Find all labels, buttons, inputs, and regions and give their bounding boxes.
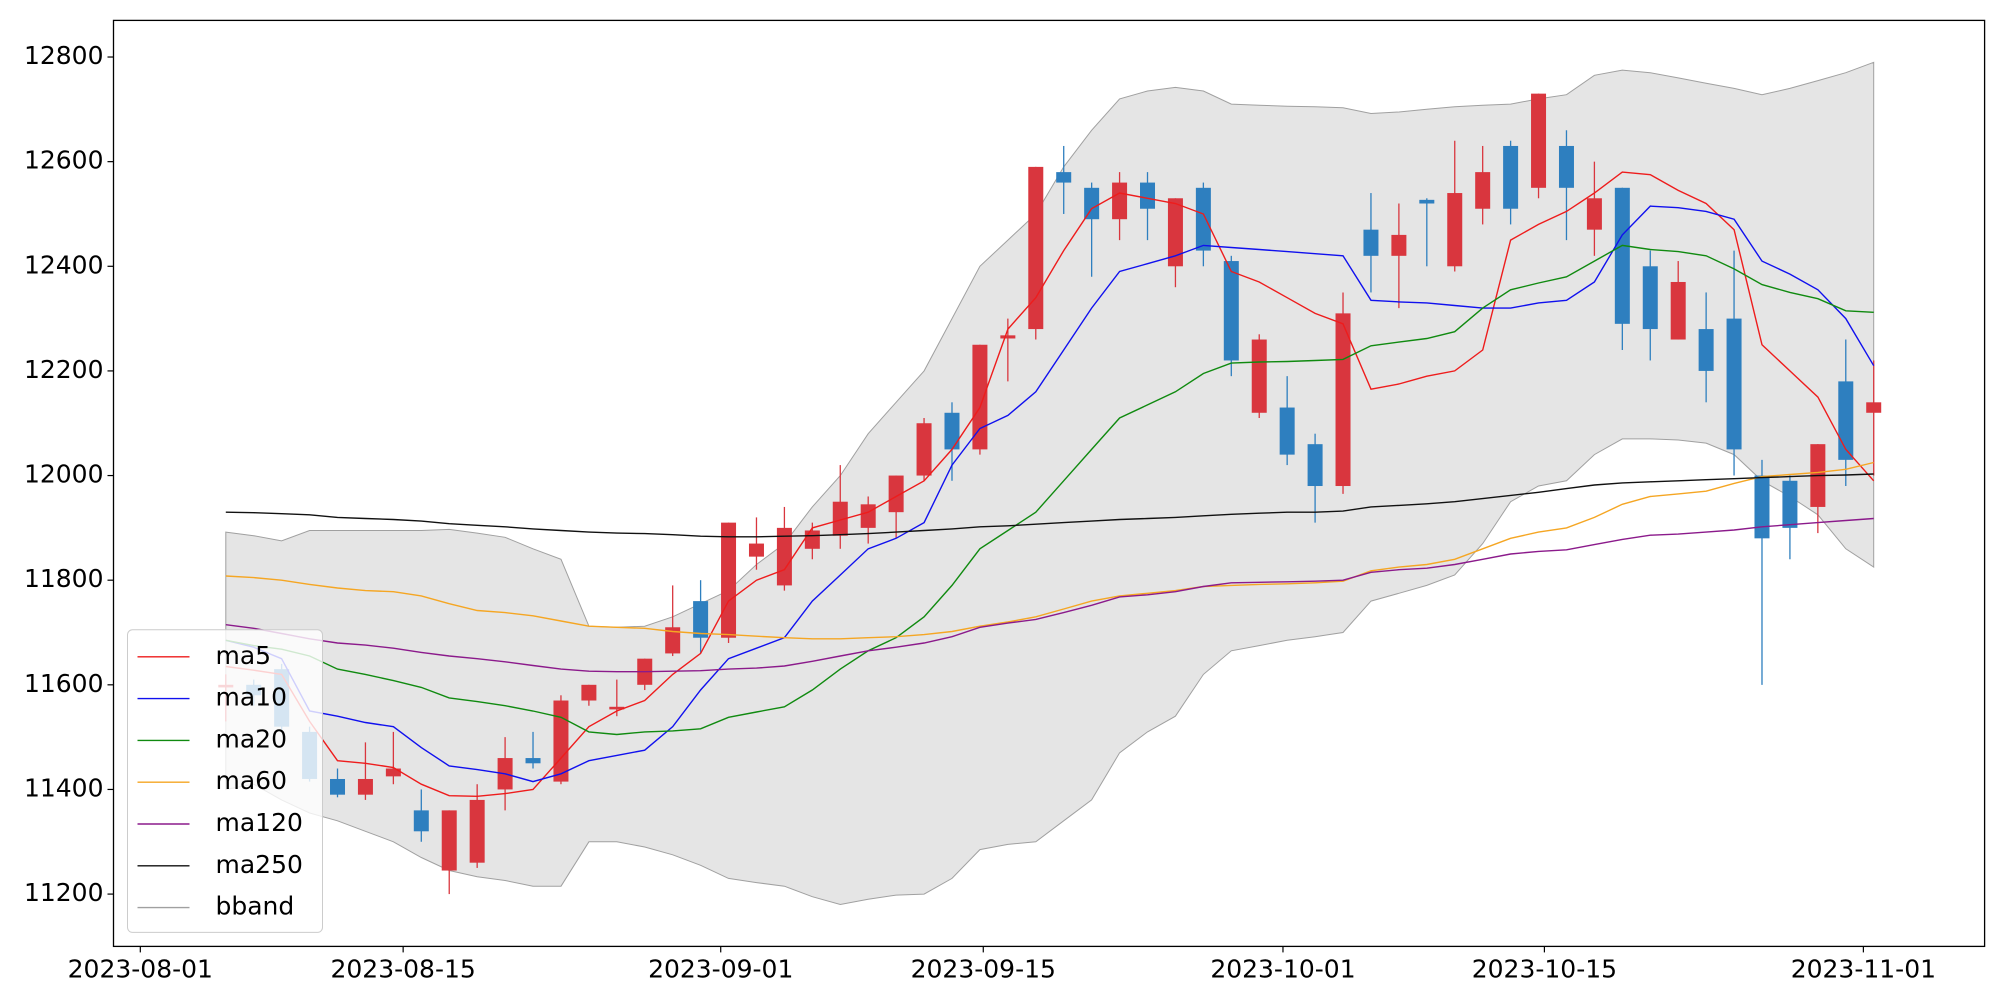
candle-body (1167, 198, 1183, 267)
x-tick-label: 2023-08-15 (330, 954, 475, 983)
x-tick-label: 2023-09-15 (911, 954, 1056, 983)
legend-label: ma20 (216, 724, 287, 753)
candle-body (469, 799, 485, 863)
candle-body (1391, 234, 1407, 256)
legend-label: ma60 (216, 766, 287, 795)
candle-body (357, 778, 373, 795)
x-tick-label: 2023-11-01 (1791, 954, 1936, 983)
candle-body (1586, 198, 1602, 230)
candle-body (1363, 229, 1379, 256)
y-tick-label: 11800 (24, 564, 104, 593)
candle-body (1000, 335, 1016, 339)
candle-body (413, 810, 429, 832)
candle-body (860, 504, 876, 528)
y-tick-label: 11400 (24, 773, 104, 802)
candle-body (888, 475, 904, 513)
candle-body (972, 344, 988, 450)
candle-body (1754, 475, 1770, 539)
candle-body (1251, 339, 1267, 413)
candle-body (553, 700, 569, 782)
candle-body (581, 684, 597, 701)
candle-body (665, 627, 681, 654)
y-tick-label: 11200 (24, 878, 104, 907)
plot-frame (112, 19, 1986, 948)
candle-body (832, 501, 848, 536)
candle-body (1558, 145, 1574, 188)
candle-body (1223, 261, 1239, 361)
ma-line (225, 461, 1874, 640)
candle-body (1838, 381, 1854, 460)
candle-body (441, 810, 457, 871)
candle-body (1782, 480, 1798, 528)
candle-body (1307, 444, 1323, 487)
ma-line (225, 473, 1874, 538)
candle-body (804, 530, 820, 549)
candle-body (1447, 193, 1463, 267)
y-tick-label: 12000 (24, 460, 104, 489)
y-tick-label: 11600 (24, 669, 104, 698)
legend-label: ma10 (216, 683, 287, 712)
ma-line (225, 205, 1875, 783)
y-tick-label: 12200 (24, 355, 104, 384)
y-tick-label: 12800 (24, 41, 104, 70)
legend-label: bband (216, 892, 295, 921)
legend-label: ma120 (216, 808, 303, 837)
x-tick-label: 2023-10-15 (1472, 954, 1617, 983)
candle-body (525, 758, 541, 764)
x-tick-label: 2023-08-01 (68, 954, 213, 983)
ma-line (225, 244, 1874, 736)
candle-body (1279, 407, 1295, 455)
candle-body (1195, 187, 1211, 251)
candle-body (1670, 281, 1686, 340)
candle-body (1614, 187, 1630, 324)
candle-body (693, 601, 709, 638)
candle-body (1112, 182, 1128, 220)
candle-body (1084, 187, 1100, 220)
y-tick-label: 12600 (24, 146, 104, 175)
legend-box (127, 629, 323, 933)
ma-line (225, 517, 1874, 673)
candle-body (1335, 313, 1351, 487)
candle-body (944, 412, 960, 450)
candle-body (1698, 329, 1714, 371)
candle-body (1140, 182, 1156, 209)
legend-label: ma250 (216, 850, 303, 879)
candle-body (916, 423, 932, 476)
candle-body (1503, 145, 1519, 209)
candle-body (1642, 266, 1658, 330)
candle-body (1475, 172, 1491, 209)
candle-body (385, 768, 401, 777)
candle-body (721, 522, 737, 638)
x-tick-label: 2023-09-01 (648, 954, 793, 983)
candle-body (748, 543, 764, 557)
x-tick-label: 2023-10-01 (1210, 954, 1355, 983)
ma-line (225, 171, 1875, 798)
candle-body (609, 706, 625, 710)
candle-body (1419, 199, 1435, 204)
candle-body (1028, 166, 1044, 330)
candle-body (1531, 93, 1547, 188)
y-tick-label: 12400 (24, 250, 104, 279)
legend-label: ma5 (216, 641, 272, 670)
candle-body (330, 778, 346, 795)
candle-body (1726, 318, 1742, 450)
candle-body (1056, 172, 1072, 183)
candle-body (1866, 402, 1882, 413)
